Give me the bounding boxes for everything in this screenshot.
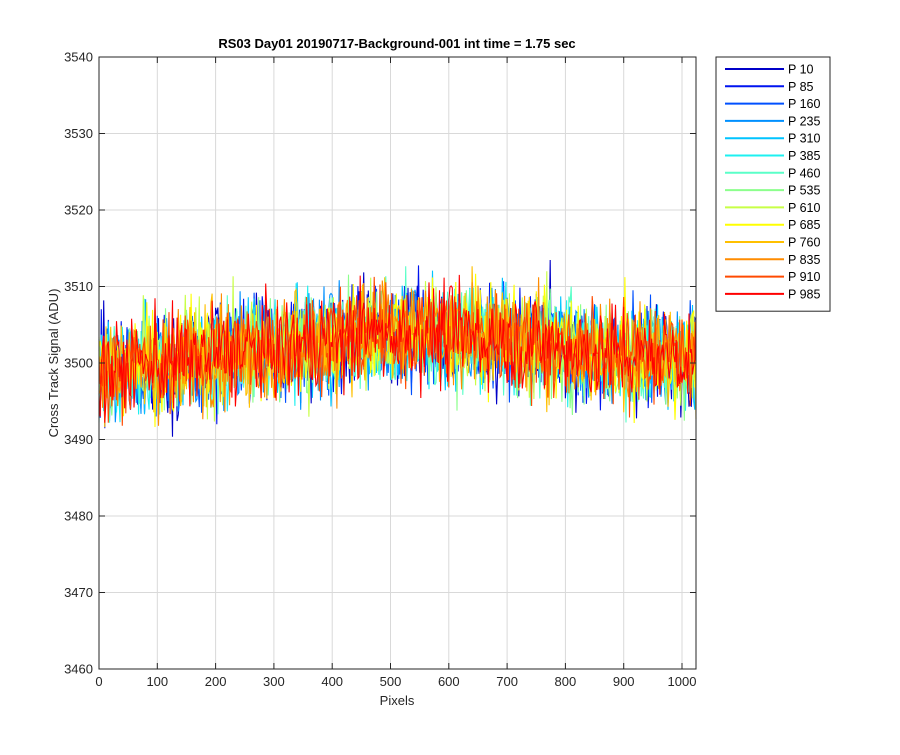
y-tick-label: 3520	[64, 203, 93, 218]
legend-label: P 760	[788, 236, 820, 250]
y-tick-label: 3540	[64, 50, 93, 65]
x-tick-label: 1000	[668, 674, 697, 689]
x-tick-label: 400	[321, 674, 343, 689]
y-tick-label: 3510	[64, 279, 93, 294]
x-axis-label: Pixels	[380, 693, 415, 708]
series-line-p985	[98, 274, 697, 423]
x-tick-label: 300	[263, 674, 285, 689]
legend-label: P 685	[788, 218, 820, 232]
legend-label: P 835	[788, 253, 820, 267]
legend-label: P 10	[788, 63, 814, 77]
y-tick-label: 3530	[64, 126, 93, 141]
axes: 0 100 200 300 400 500 600 700 800 900 1000 3460 3470…	[64, 50, 697, 689]
x-tick-label: 200	[205, 674, 227, 689]
series-lines	[98, 259, 697, 437]
y-tick-label: 3490	[64, 432, 93, 447]
legend-label: P 385	[788, 149, 820, 163]
x-tick-label: 800	[555, 674, 577, 689]
x-tick-label: 100	[146, 674, 168, 689]
legend-label: P 910	[788, 270, 820, 284]
legend-label: P 535	[788, 184, 820, 198]
y-tick-label: 3470	[64, 585, 93, 600]
chart-title: RS03 Day01 20190717-Background-001 int t…	[218, 36, 575, 51]
legend-label: P 310	[788, 132, 820, 146]
legend-label: P 160	[788, 97, 820, 111]
legend: P 10 P 85 P 160 P 235 P 310 P 385 P 460 P 535 P …	[715, 56, 831, 312]
x-tick-label: 500	[380, 674, 402, 689]
legend-box	[715, 56, 831, 312]
y-tick-label: 3480	[64, 509, 93, 524]
legend-label: P 235	[788, 114, 820, 128]
y-tick-label: 3500	[64, 356, 93, 371]
y-tick-label: 3460	[64, 662, 93, 677]
legend-label: P 85	[788, 80, 814, 94]
legend-label: P 610	[788, 201, 820, 215]
x-tick-label: 600	[438, 674, 460, 689]
x-tick-label: 0	[95, 674, 102, 689]
x-tick-label: 900	[613, 674, 635, 689]
legend-label: P 460	[788, 166, 820, 180]
y-axis-label: Cross Track Signal (ADU)	[46, 289, 61, 438]
x-tick-label: 700	[496, 674, 518, 689]
legend-label: P 985	[788, 287, 820, 301]
